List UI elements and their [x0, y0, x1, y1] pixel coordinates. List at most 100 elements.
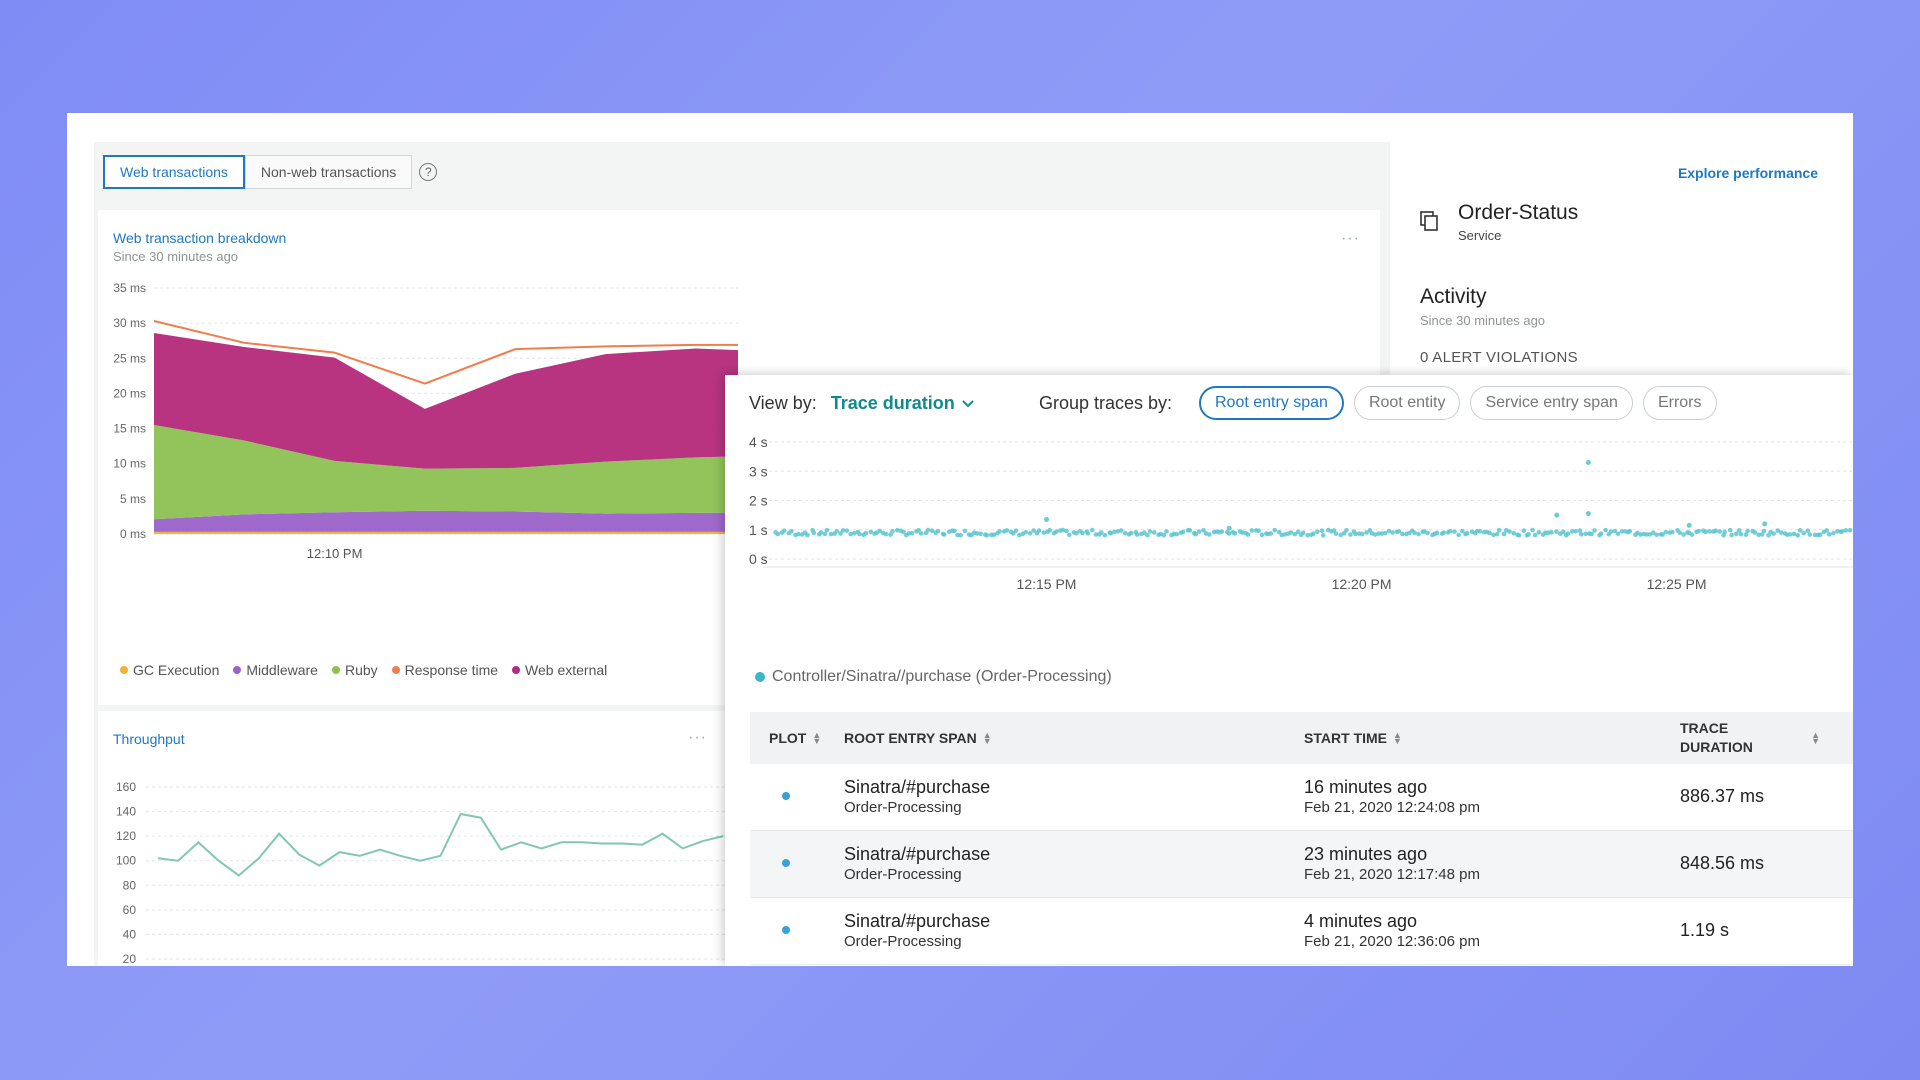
- view-by-select[interactable]: Trace duration: [831, 393, 974, 414]
- trace-point: [1085, 531, 1091, 536]
- table-row[interactable]: Sinatra/#purchase Order-Processing 16 mi…: [750, 764, 1853, 831]
- breakdown-subtitle: Since 30 minutes ago: [113, 249, 239, 264]
- span-name: Sinatra/#purchase: [844, 777, 991, 797]
- explore-performance-link[interactable]: Explore performance: [1677, 165, 1818, 181]
- trace-point: [1134, 532, 1140, 537]
- header-plot[interactable]: PLOT ▲ ▼: [769, 730, 821, 746]
- legend-swatch: [755, 672, 765, 682]
- breakdown-chart: 35 ms 30 ms 25 ms 20 ms 15 ms 10 ms 5 ms 0 ms 12…: [113, 281, 738, 561]
- legend-swatch: [512, 666, 521, 674]
- trace-point: [1573, 528, 1578, 534]
- y-tick-label: 20 ms: [113, 386, 146, 400]
- trace-point: [863, 530, 869, 536]
- header-start-time[interactable]: START TIME ▲ ▼: [1304, 730, 1402, 746]
- trace-point: [1187, 528, 1193, 533]
- help-icon[interactable]: ?: [419, 163, 438, 181]
- trace-point: [1161, 532, 1167, 538]
- traces-panel: View by: Trace duration Group traces by:…: [725, 375, 1853, 966]
- trace-point: [1226, 531, 1232, 536]
- trace-point: [1300, 530, 1306, 536]
- group-root-entry-span[interactable]: Root entry span: [1199, 386, 1344, 420]
- trace-point: [1207, 532, 1212, 537]
- legend-label: Middleware: [246, 662, 318, 678]
- y-tick-label: 35 ms: [113, 281, 146, 295]
- trace-point: [1689, 532, 1695, 537]
- trace-point: [1064, 528, 1069, 534]
- y-tick-label: 1 s: [749, 522, 768, 538]
- trace-point: [1382, 530, 1388, 536]
- start-time-cell: 4 minutes ago Feb 21, 2020 12:36:06 pm: [1304, 910, 1480, 952]
- legend-ruby[interactable]: Ruby: [331, 662, 378, 678]
- trace-point: [1565, 531, 1571, 536]
- trace-point: [1839, 529, 1845, 534]
- trace-point: [1089, 527, 1095, 533]
- throughput-title[interactable]: Throughput: [113, 731, 185, 747]
- trace-point: [1128, 530, 1134, 536]
- trace-point: [1259, 532, 1265, 538]
- trace-point: [974, 531, 980, 536]
- trace-point: [1516, 532, 1522, 538]
- table-row[interactable]: Sinatra/#purchase Order-Processing 23 mi…: [750, 831, 1853, 898]
- trace-point: [1013, 528, 1019, 533]
- area-series-gc-execution: [154, 531, 738, 534]
- legend-web-external[interactable]: Web external: [512, 662, 607, 678]
- duration-cell: 886.37 ms: [1680, 786, 1765, 806]
- trace-point: [978, 531, 983, 537]
- breakdown-title[interactable]: Web transaction breakdown: [113, 230, 287, 246]
- trace-point: [1761, 528, 1767, 534]
- trace-point: [1817, 532, 1823, 538]
- trace-point: [1292, 531, 1298, 537]
- table-row[interactable]: Sinatra/#purchase Order-Processing 4 min…: [750, 898, 1853, 965]
- header-label: PLOT: [769, 730, 807, 746]
- trace-point: [1603, 527, 1609, 533]
- trace-point: [857, 531, 862, 537]
- chevron-down-icon: [962, 399, 974, 407]
- header-root-entry-span[interactable]: ROOT ENTRY SPAN ▲ ▼: [844, 730, 992, 746]
- breakdown-more-icon[interactable]: ···: [1341, 230, 1360, 247]
- sort-icon: ▲ ▼: [1811, 730, 1820, 746]
- trace-point: [1805, 528, 1810, 534]
- group-service-entry-span[interactable]: Service entry span: [1470, 386, 1633, 420]
- trace-point: [1108, 530, 1114, 536]
- alert-violations[interactable]: 0 ALERT VIOLATIONS: [1420, 349, 1578, 366]
- legend-gc-execution[interactable]: GC Execution: [120, 662, 219, 678]
- throughput-chart: 160 140 120 100 80 60 40 20: [116, 780, 728, 966]
- trace-point: [1677, 530, 1683, 535]
- trace-point: [851, 530, 857, 536]
- activity-title: Activity: [1420, 285, 1487, 308]
- legend-label: Ruby: [344, 662, 378, 678]
- trace-point: [1762, 521, 1768, 527]
- trace-point: [1703, 529, 1709, 535]
- trace-point: [1041, 530, 1047, 535]
- tab-web-transactions[interactable]: Web transactions: [103, 155, 245, 189]
- plot-dot: [782, 859, 790, 867]
- header-trace-duration[interactable]: TRACE DURATION ▲ ▼: [1680, 719, 1820, 757]
- trace-point: [1660, 532, 1665, 537]
- tab-non-web-transactions[interactable]: Non-web transactions: [244, 155, 413, 189]
- trace-point: [1201, 527, 1206, 533]
- header-label: START TIME: [1304, 730, 1387, 746]
- legend-middleware[interactable]: Middleware: [233, 662, 318, 678]
- trace-point: [1145, 532, 1150, 538]
- group-errors[interactable]: Errors: [1642, 386, 1717, 420]
- scatter-legend[interactable]: Controller/Sinatra//purchase (Order-Proc…: [755, 668, 1112, 686]
- trace-point: [1147, 529, 1153, 534]
- y-tick-label: 5 ms: [120, 492, 146, 506]
- trace-point: [1569, 529, 1575, 534]
- sort-icon: ▲ ▼: [982, 730, 992, 746]
- group-root-entity[interactable]: Root entity: [1353, 386, 1461, 420]
- plot-dot: [782, 926, 790, 934]
- trace-point: [1099, 530, 1104, 535]
- trace-point: [1577, 528, 1583, 533]
- trace-point: [1268, 531, 1274, 536]
- trace-point: [909, 530, 915, 536]
- sort-icon: ▲ ▼: [1392, 730, 1402, 746]
- trace-point: [1441, 530, 1447, 535]
- legend-response-time[interactable]: Response time: [391, 662, 498, 678]
- sort-icon: ▲ ▼: [812, 730, 822, 746]
- trace-point: [1598, 531, 1604, 536]
- transaction-tabs: Web transactions Non-web transactions ?: [103, 155, 438, 189]
- trace-point: [840, 528, 846, 533]
- throughput-more-icon[interactable]: ···: [688, 729, 707, 746]
- area-series-middleware: [154, 510, 738, 532]
